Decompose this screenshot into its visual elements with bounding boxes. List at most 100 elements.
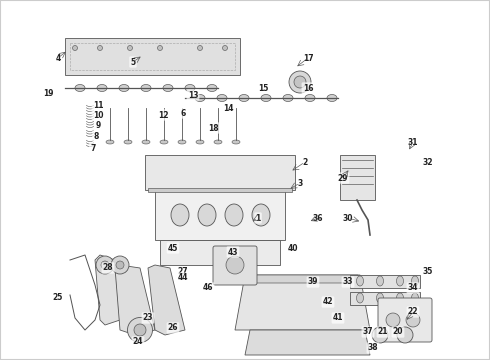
Ellipse shape <box>127 318 152 342</box>
Ellipse shape <box>195 94 205 102</box>
Text: 39: 39 <box>308 278 318 287</box>
FancyBboxPatch shape <box>213 246 257 285</box>
Polygon shape <box>148 265 185 335</box>
Text: 23: 23 <box>143 314 153 323</box>
Ellipse shape <box>396 276 403 286</box>
Text: 2: 2 <box>302 158 308 166</box>
Text: 11: 11 <box>93 100 103 109</box>
Text: 8: 8 <box>93 131 98 140</box>
Polygon shape <box>115 265 155 335</box>
Text: 31: 31 <box>408 138 418 147</box>
Ellipse shape <box>106 140 114 144</box>
Ellipse shape <box>357 276 364 286</box>
Polygon shape <box>160 240 280 265</box>
Ellipse shape <box>232 140 240 144</box>
Ellipse shape <box>252 204 270 226</box>
Ellipse shape <box>196 140 204 144</box>
Polygon shape <box>245 330 370 355</box>
Text: 5: 5 <box>130 58 136 67</box>
Polygon shape <box>148 188 292 192</box>
Text: 40: 40 <box>288 243 298 252</box>
Ellipse shape <box>163 85 173 91</box>
Text: 4: 4 <box>55 54 61 63</box>
Ellipse shape <box>207 85 217 91</box>
Text: 34: 34 <box>408 284 418 292</box>
Ellipse shape <box>116 261 124 269</box>
Ellipse shape <box>412 293 418 303</box>
Ellipse shape <box>397 327 413 343</box>
Ellipse shape <box>396 293 403 303</box>
Ellipse shape <box>141 85 151 91</box>
Ellipse shape <box>357 293 364 303</box>
Text: 30: 30 <box>343 213 353 222</box>
Text: 24: 24 <box>133 338 143 346</box>
Polygon shape <box>65 38 240 75</box>
Text: 10: 10 <box>93 111 103 120</box>
Ellipse shape <box>222 45 227 50</box>
Ellipse shape <box>119 85 129 91</box>
Text: 13: 13 <box>188 90 198 99</box>
Ellipse shape <box>327 94 337 102</box>
Ellipse shape <box>239 94 249 102</box>
Text: 45: 45 <box>168 243 178 252</box>
Polygon shape <box>248 275 358 283</box>
Text: 20: 20 <box>393 328 403 337</box>
Text: 38: 38 <box>368 343 378 352</box>
Ellipse shape <box>372 327 388 343</box>
Ellipse shape <box>142 140 150 144</box>
Ellipse shape <box>160 140 168 144</box>
Ellipse shape <box>134 324 146 336</box>
Text: 21: 21 <box>378 328 388 337</box>
Ellipse shape <box>226 256 244 274</box>
Ellipse shape <box>376 276 384 286</box>
Text: 27: 27 <box>178 267 188 276</box>
Ellipse shape <box>111 256 129 274</box>
Ellipse shape <box>406 313 420 327</box>
Text: 1: 1 <box>255 213 261 222</box>
Text: 36: 36 <box>313 213 323 222</box>
Text: 33: 33 <box>343 278 353 287</box>
Ellipse shape <box>171 204 189 226</box>
Text: 19: 19 <box>43 89 53 98</box>
Ellipse shape <box>98 45 102 50</box>
FancyBboxPatch shape <box>378 298 432 342</box>
Text: 17: 17 <box>303 54 313 63</box>
Ellipse shape <box>198 204 216 226</box>
Text: 37: 37 <box>363 328 373 337</box>
Ellipse shape <box>178 140 186 144</box>
Text: 43: 43 <box>228 248 238 257</box>
Polygon shape <box>155 190 285 240</box>
Bar <box>340 155 375 200</box>
Ellipse shape <box>124 140 132 144</box>
Ellipse shape <box>214 140 222 144</box>
Text: 25: 25 <box>53 293 63 302</box>
Text: 28: 28 <box>103 264 113 273</box>
Text: 9: 9 <box>96 121 100 130</box>
Ellipse shape <box>294 76 306 88</box>
Polygon shape <box>350 275 420 288</box>
Polygon shape <box>145 155 295 190</box>
Ellipse shape <box>73 45 77 50</box>
Text: 26: 26 <box>168 324 178 333</box>
Text: 15: 15 <box>258 84 268 93</box>
Ellipse shape <box>197 45 202 50</box>
Ellipse shape <box>97 85 107 91</box>
Ellipse shape <box>217 94 227 102</box>
Polygon shape <box>235 275 370 330</box>
Text: 7: 7 <box>90 144 96 153</box>
Polygon shape <box>95 255 120 325</box>
Text: 32: 32 <box>423 158 433 166</box>
Ellipse shape <box>283 94 293 102</box>
Ellipse shape <box>412 276 418 286</box>
Ellipse shape <box>101 261 109 269</box>
Text: 44: 44 <box>178 274 188 283</box>
Text: 35: 35 <box>423 267 433 276</box>
Text: 14: 14 <box>223 104 233 113</box>
Ellipse shape <box>386 313 400 327</box>
Ellipse shape <box>261 94 271 102</box>
Text: 42: 42 <box>323 297 333 306</box>
Text: 18: 18 <box>208 123 219 132</box>
Text: 29: 29 <box>338 174 348 183</box>
Ellipse shape <box>185 85 195 91</box>
Text: 22: 22 <box>408 307 418 316</box>
